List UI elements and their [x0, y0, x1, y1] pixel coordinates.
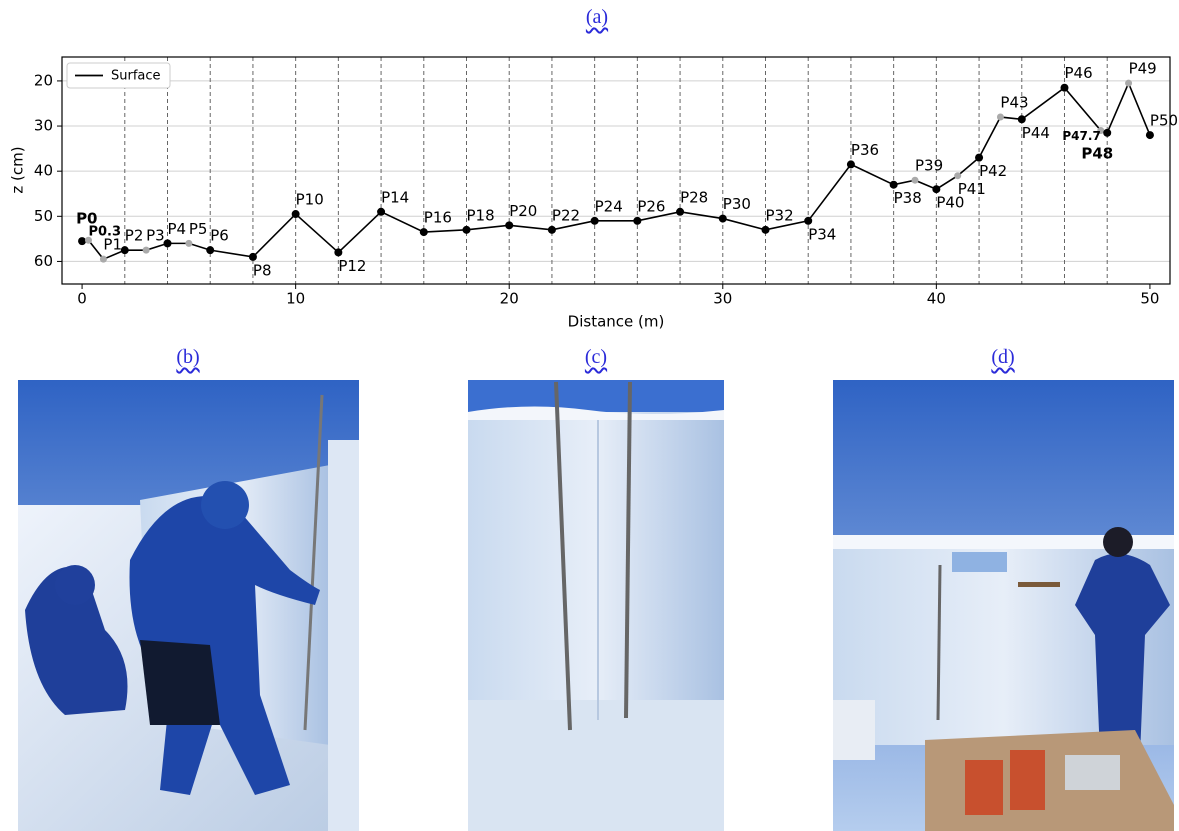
point-label: P12 — [338, 257, 366, 275]
point-label: P42 — [979, 162, 1007, 180]
point-label: P39 — [915, 157, 943, 175]
point-label: P0.3 — [88, 225, 121, 240]
photo-b — [18, 380, 359, 831]
point-label: P43 — [1000, 94, 1028, 112]
point — [185, 239, 193, 247]
x-tick-label: 20 — [500, 290, 519, 308]
point-label: P32 — [765, 206, 793, 224]
point — [1097, 127, 1105, 135]
point-label: P16 — [424, 209, 452, 227]
point — [142, 246, 150, 254]
y-axis-label: z (cm) — [9, 146, 27, 193]
point — [932, 185, 941, 194]
point-label: P1 — [103, 236, 122, 254]
photo-c — [468, 380, 724, 831]
x-tick-label: 10 — [286, 290, 305, 308]
point-label: P49 — [1129, 60, 1157, 78]
point-label: P36 — [851, 141, 879, 159]
point — [846, 160, 855, 169]
y-tick-label: 20 — [34, 71, 53, 89]
point-label: P34 — [808, 225, 836, 243]
point — [377, 207, 386, 216]
x-axis-label: Distance (m) — [568, 313, 665, 331]
point — [163, 239, 172, 248]
point — [99, 255, 107, 263]
caption: (a) — [585, 6, 609, 28]
point-label: P20 — [509, 202, 537, 220]
point — [120, 246, 129, 255]
point — [889, 180, 898, 189]
x-tick-label: 30 — [713, 290, 732, 308]
point — [291, 210, 300, 219]
plot-frame — [61, 56, 1171, 285]
point-label: P30 — [723, 195, 751, 213]
point-label: P14 — [381, 188, 409, 206]
point — [505, 221, 514, 230]
x-tick-label: 40 — [927, 290, 946, 308]
point — [996, 113, 1004, 121]
point-label: P3 — [146, 227, 165, 245]
y-tick-label: 50 — [34, 207, 53, 225]
point — [84, 236, 92, 244]
point — [419, 228, 428, 237]
point-label: P48 — [1081, 144, 1113, 162]
point-label: P38 — [894, 189, 922, 207]
point — [1017, 115, 1026, 124]
point-label: P0 — [76, 210, 97, 228]
point-label: P26 — [637, 197, 665, 215]
point-label: P4 — [168, 220, 187, 238]
point-label: P22 — [552, 206, 580, 224]
point-label: P40 — [936, 194, 964, 212]
point — [462, 225, 471, 234]
point-label: P28 — [680, 188, 708, 206]
point-label: P47.7 — [1062, 129, 1100, 143]
y-tick-label: 60 — [34, 252, 53, 270]
point — [78, 237, 87, 246]
point-label: P50 — [1150, 112, 1178, 130]
y-tick-label: 30 — [34, 117, 53, 135]
legend-box — [66, 62, 171, 89]
point — [633, 216, 642, 225]
x-tick-label: 50 — [1140, 290, 1159, 308]
point — [804, 216, 813, 225]
point-label: P44 — [1022, 124, 1050, 142]
point — [761, 225, 770, 234]
point — [1103, 128, 1112, 137]
point — [1125, 79, 1133, 87]
point — [718, 214, 727, 223]
point-label: P8 — [253, 261, 272, 279]
point-label: P41 — [958, 180, 986, 198]
y-tick-label: 40 — [34, 162, 53, 180]
photo-d — [833, 380, 1174, 831]
point — [1060, 83, 1069, 92]
point — [975, 153, 984, 162]
point-label: P10 — [296, 191, 324, 209]
point-label: P46 — [1064, 64, 1092, 82]
point — [1145, 131, 1154, 140]
caption: (d) — [991, 346, 1015, 368]
point — [248, 252, 257, 261]
point-label: P6 — [210, 227, 229, 245]
point-label: P5 — [189, 220, 208, 238]
point — [334, 248, 343, 257]
caption: (c) — [584, 346, 608, 368]
point — [911, 176, 919, 184]
caption: (b) — [176, 346, 200, 368]
point — [547, 225, 556, 234]
point-label: P18 — [467, 206, 495, 224]
point — [206, 246, 215, 255]
point — [590, 216, 599, 225]
point-label: P2 — [125, 227, 144, 245]
point-label: P24 — [595, 197, 623, 215]
x-tick-label: 0 — [77, 290, 87, 308]
point — [954, 172, 962, 180]
legend-label: Surface — [111, 69, 161, 84]
point — [676, 207, 685, 216]
